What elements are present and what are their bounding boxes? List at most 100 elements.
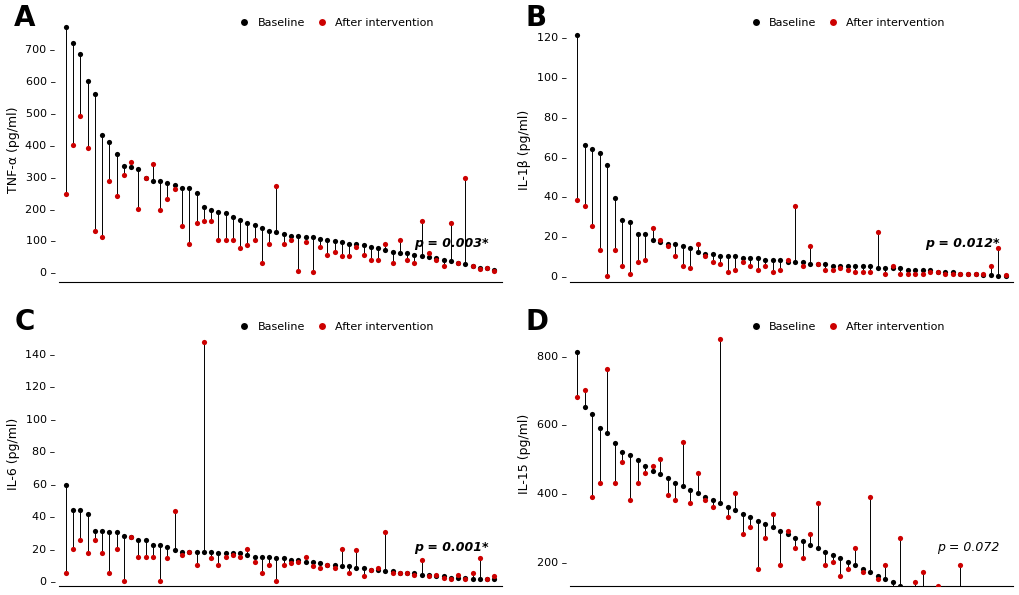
Point: [486, 265, 502, 274]
Point: [764, 267, 781, 277]
Point: [734, 253, 750, 263]
Point: [384, 568, 400, 578]
Point: [464, 568, 480, 578]
Point: [651, 237, 667, 247]
Point: [268, 228, 284, 237]
Point: [876, 269, 893, 278]
Point: [892, 269, 908, 278]
Point: [123, 158, 140, 167]
Point: [613, 447, 630, 457]
Point: [704, 257, 720, 267]
Point: [644, 461, 660, 471]
Point: [756, 255, 772, 265]
Point: [101, 137, 117, 147]
Point: [816, 560, 833, 570]
Point: [689, 239, 705, 249]
Point: [682, 243, 698, 253]
Point: [108, 149, 124, 159]
Point: [189, 560, 205, 569]
Point: [636, 468, 652, 477]
Point: [347, 546, 364, 555]
Point: [384, 258, 400, 268]
Point: [974, 269, 990, 278]
Point: [981, 588, 998, 595]
Point: [599, 428, 615, 438]
Point: [854, 267, 870, 277]
Point: [457, 573, 473, 583]
Point: [203, 217, 219, 226]
Point: [576, 386, 592, 395]
Point: [832, 571, 848, 580]
Point: [217, 549, 233, 558]
Point: [734, 530, 750, 539]
Point: [599, 271, 615, 281]
Point: [914, 568, 930, 577]
Point: [718, 267, 735, 277]
Point: [340, 252, 357, 261]
Point: [966, 269, 982, 278]
Point: [391, 236, 408, 245]
Point: [79, 76, 96, 86]
Point: [173, 547, 190, 556]
Point: [756, 533, 772, 543]
Point: [622, 269, 638, 278]
Point: [801, 242, 817, 251]
Point: [247, 236, 263, 245]
Point: [696, 495, 712, 505]
Point: [899, 588, 915, 595]
Point: [210, 549, 226, 558]
Point: [651, 236, 667, 245]
Point: [428, 570, 444, 580]
Point: [899, 584, 915, 594]
Point: [457, 575, 473, 584]
Y-axis label: IL-1β (pg/ml): IL-1β (pg/ml): [518, 109, 531, 190]
Point: [666, 251, 683, 261]
Point: [823, 261, 840, 271]
Point: [794, 537, 810, 546]
Point: [787, 202, 803, 211]
Point: [861, 568, 877, 577]
Point: [636, 230, 652, 239]
Point: [883, 578, 900, 587]
Point: [832, 263, 848, 273]
Point: [152, 177, 168, 186]
Point: [65, 544, 82, 553]
Point: [166, 184, 182, 194]
Point: [340, 562, 357, 571]
Point: [370, 255, 386, 264]
Point: [159, 542, 175, 552]
Point: [254, 223, 270, 233]
Point: [711, 334, 728, 343]
Point: [787, 257, 803, 267]
Point: [181, 239, 198, 248]
Point: [682, 263, 698, 273]
Point: [576, 140, 592, 149]
Point: [749, 516, 765, 525]
Point: [779, 530, 795, 539]
Point: [65, 39, 82, 48]
Point: [613, 261, 630, 271]
Point: [644, 466, 660, 475]
Point: [756, 519, 772, 529]
Point: [981, 261, 998, 271]
Point: [406, 568, 422, 578]
Point: [79, 143, 96, 153]
Point: [876, 560, 893, 570]
Point: [247, 557, 263, 566]
Point: [58, 189, 74, 199]
Point: [196, 217, 212, 226]
Point: [606, 245, 623, 255]
Point: [319, 560, 335, 569]
Point: [289, 557, 306, 566]
Legend: Baseline, After intervention: Baseline, After intervention: [744, 18, 944, 27]
Point: [704, 495, 720, 505]
Point: [576, 402, 592, 412]
Point: [756, 261, 772, 271]
Point: [370, 563, 386, 573]
Point: [261, 226, 277, 236]
Point: [145, 159, 161, 169]
Point: [94, 549, 110, 558]
Point: [319, 236, 335, 245]
Point: [944, 269, 960, 278]
Point: [689, 468, 705, 477]
